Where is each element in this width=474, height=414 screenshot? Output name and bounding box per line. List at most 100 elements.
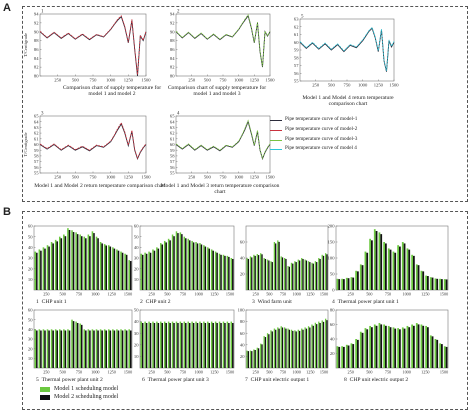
chart-b6-bar-model2	[188, 322, 191, 368]
caption-b8-text: CHP unit electric output 2	[349, 377, 409, 383]
chart-b8-bar-model2	[352, 344, 355, 368]
chart-b5-bar-model2	[93, 330, 95, 368]
chart-a2-plot-area	[175, 13, 271, 77]
chart-b6-bar-model2	[220, 322, 222, 368]
chart-b1-bar-model1	[91, 231, 94, 290]
chart-a5-ytick-label: 55	[170, 171, 175, 176]
chart-a1-series-model2	[39, 15, 147, 75]
chart-b6-xtick-label: 1500	[226, 370, 234, 375]
chart-b7-bar-model2	[275, 329, 277, 368]
chart-b8-bar-model2	[385, 325, 387, 368]
chart-b6-bar-model1	[218, 321, 221, 368]
chart-b5-bar-model2	[97, 330, 99, 368]
chart-b8-bar-model2	[413, 325, 415, 368]
chart-a4-series-model2	[39, 121, 147, 160]
chart-a2-xtick-label: 1250	[250, 78, 260, 83]
chart-b6-bar-model1	[226, 321, 229, 368]
chart-a3-ytick-label: 60	[294, 40, 299, 45]
chart-b8-bar-model1	[429, 335, 432, 368]
chart-a4-ytick-label: 60	[34, 142, 39, 147]
chart-b7-ytick-label: 40	[240, 342, 245, 347]
chart-b5-bar-model1	[71, 319, 73, 368]
chart-a4-ytick-label: 59	[34, 148, 39, 153]
chart-b4-bar-model2	[436, 278, 439, 290]
chart-b5-bar-model1	[107, 329, 110, 368]
chart-b2-xtick-label: 500	[164, 292, 170, 297]
chart-b8-xtick-label: 1000	[402, 370, 410, 375]
chart-b3-bar-model1	[280, 256, 282, 290]
chart-b6-xtick-label: 500	[164, 370, 170, 375]
chart-b8-bar-model1	[378, 323, 381, 368]
legend-b-label-model1: Model 1 scheduling model	[54, 386, 119, 392]
chart-b4-bar-model2	[445, 279, 448, 290]
chart-b5-xtick-label: 1000	[91, 370, 99, 375]
chart-b2-bar-model2	[181, 234, 183, 290]
legend-a-swatch-model4	[270, 149, 282, 151]
chart-b8-bar-model1	[355, 339, 357, 368]
chart-b4-bar-model2	[399, 246, 401, 290]
chart-b7-bar-model2	[305, 328, 308, 368]
chart-b7-ytick-label: 100	[238, 308, 246, 313]
chart-b7-xtick-label: 750	[280, 370, 286, 375]
chart-b3-bar-model2	[326, 254, 328, 290]
chart-b1-bar-model2	[125, 254, 128, 290]
legend-a-swatch-model3	[270, 139, 282, 141]
chart-a3-ytick-label: 56	[294, 71, 299, 76]
caption-b6-index: 6	[142, 377, 145, 383]
chart-b6-ytick-label: 30	[134, 331, 139, 336]
chart-b5-bar-model2	[72, 321, 75, 368]
chart-b6-bar-model2	[212, 322, 214, 368]
chart-a5-ytick-label: 56	[170, 165, 175, 170]
chart-a1-xtick-label: 1000	[106, 78, 116, 83]
chart-b7-xtick-label: 1500	[320, 370, 328, 375]
chart-b1-bar-model2	[76, 234, 79, 290]
chart-a5-xtick-label: 500	[204, 175, 212, 180]
chart-b5-xtick-label: 250	[43, 370, 49, 375]
chart-b8-bar-model2	[427, 327, 429, 368]
chart-b2-ytick-label: 40	[134, 245, 139, 250]
chart-a2-xtick-label: 500	[204, 78, 212, 83]
chart-b2-bar-model1	[207, 247, 209, 290]
chart-a5-xtick-label: 250	[188, 175, 196, 180]
chart-b6-bar-model2	[192, 322, 195, 368]
chart-b2-bar-model1	[144, 252, 146, 290]
chart-b2-bar-model2	[149, 252, 152, 290]
chart-b8-bar-model2	[375, 325, 378, 368]
chart-b7-bar-model2	[254, 349, 256, 368]
caption-b2-index: 2	[140, 299, 143, 305]
chart-b3-bar-model2	[295, 262, 297, 290]
caption-a2: Comparison chart of supply temperature f…	[167, 85, 267, 98]
chart-b7-bar-model2	[271, 331, 273, 368]
chart-a2-ytick-label: 80	[170, 74, 175, 79]
chart-b1-ytick-label: 40	[28, 245, 33, 250]
chart-b7-bar-model2	[251, 351, 253, 368]
caption-b3-index: 3	[252, 299, 255, 305]
chart-b2-bar-model1	[214, 251, 217, 290]
chart-a3-index: 5	[301, 15, 304, 20]
chart-b1-bar-model2	[97, 238, 99, 290]
chart-b2-bar-model2	[173, 236, 175, 290]
chart-a3-ytick-label: 55	[294, 79, 299, 84]
chart-b3-xtick-label: 750	[280, 292, 286, 297]
chart-a3-xtick-label: 500	[328, 83, 336, 88]
chart-b6-bar-model2	[232, 322, 234, 368]
chart-b3-bar-model2	[247, 258, 250, 290]
chart-b1-bar-model1	[75, 232, 77, 290]
chart-b3-bar-model1	[277, 240, 279, 290]
chart-b4-bar-model2	[389, 249, 392, 290]
chart-b7-xtick-label: 1250	[306, 370, 314, 375]
chart-b2-bar-model1	[210, 249, 213, 290]
chart-b2-bar-model1	[195, 242, 197, 290]
chart-b2-xtick-label: 1250	[210, 292, 218, 297]
chart-b1-ytick-label: 10	[28, 277, 33, 282]
chart-a3-ytick-label: 57	[294, 63, 299, 68]
legend-b-swatch-model2	[40, 394, 50, 400]
chart-b4-bar-model1	[443, 279, 446, 290]
chart-b7-bar-model2	[295, 331, 297, 368]
chart-a2-index: 2	[177, 10, 180, 15]
chart-b5-ytick-label: 40	[28, 327, 33, 332]
chart-b2-bar-model1	[163, 240, 166, 290]
chart-b5-bar-model2	[125, 330, 128, 368]
chart-b4-bar-model2	[357, 271, 359, 290]
chart-b4-bar-model1	[350, 277, 353, 290]
